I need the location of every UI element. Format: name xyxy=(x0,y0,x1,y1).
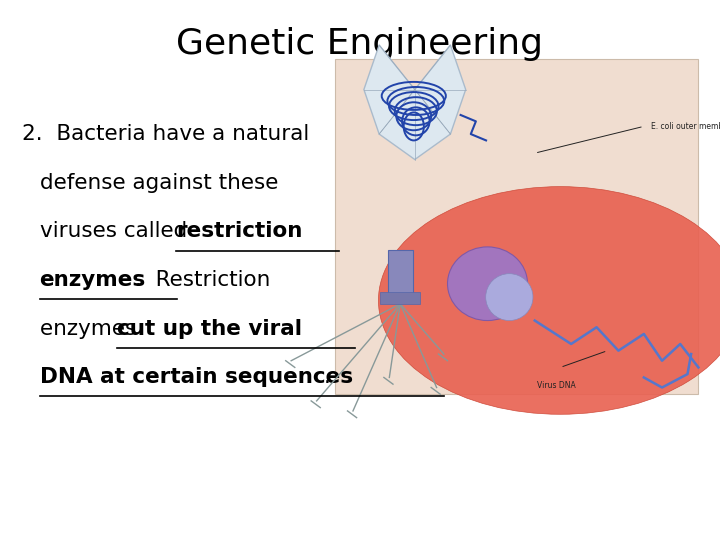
Polygon shape xyxy=(364,45,466,159)
Text: DNA at certain sequences: DNA at certain sequences xyxy=(40,367,353,387)
Text: viruses called: viruses called xyxy=(40,221,194,241)
FancyBboxPatch shape xyxy=(387,250,413,294)
Text: 2.  Bacteria have a natural: 2. Bacteria have a natural xyxy=(22,124,309,144)
Text: defense against these: defense against these xyxy=(40,173,278,193)
Text: Genetic Engineering: Genetic Engineering xyxy=(176,27,544,61)
FancyBboxPatch shape xyxy=(380,292,420,304)
Ellipse shape xyxy=(448,247,528,321)
Text: E. coli outer membrane: E. coli outer membrane xyxy=(651,122,720,131)
Text: Virus DNA: Virus DNA xyxy=(537,381,576,390)
Text: enzymes: enzymes xyxy=(40,270,146,290)
FancyBboxPatch shape xyxy=(335,59,698,394)
Text: enzymes: enzymes xyxy=(40,319,143,339)
Text: .  Restriction: . Restriction xyxy=(135,270,271,290)
Ellipse shape xyxy=(486,274,533,321)
Text: cut up the viral: cut up the viral xyxy=(117,319,302,339)
Text: .: . xyxy=(324,367,331,387)
Text: restriction: restriction xyxy=(176,221,303,241)
Ellipse shape xyxy=(379,187,720,414)
